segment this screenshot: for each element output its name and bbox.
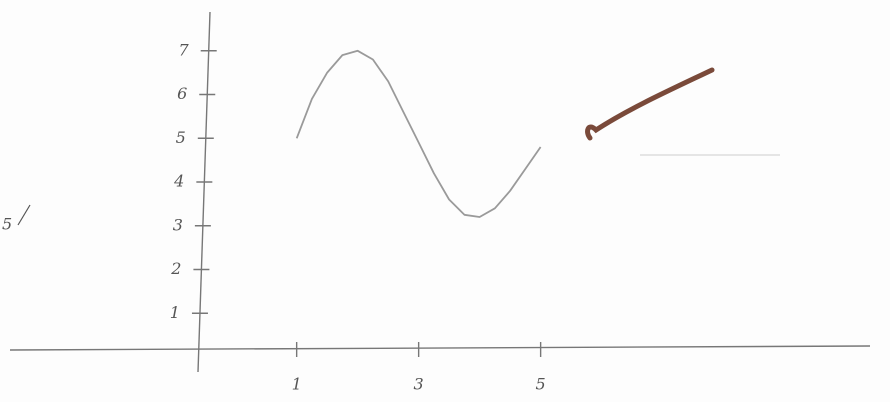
y-tick-label: 1	[170, 303, 180, 322]
x-tick-label: 3	[414, 375, 424, 394]
y-tick-label: 5	[176, 128, 186, 147]
y-tick-label: 2	[170, 259, 181, 278]
y-tick-label: 7	[179, 40, 190, 59]
annotation: 5	[2, 215, 12, 234]
y-tick-label: 3	[173, 215, 183, 234]
x-tick-label: 1	[292, 375, 302, 394]
y-tick-label: 4	[173, 172, 184, 191]
paper	[0, 0, 890, 402]
chart: 5 1 2 3 4 5 6 7 1 3 5	[0, 0, 890, 402]
y-tick-label: 6	[177, 84, 187, 103]
x-tick-label: 5	[536, 375, 546, 394]
